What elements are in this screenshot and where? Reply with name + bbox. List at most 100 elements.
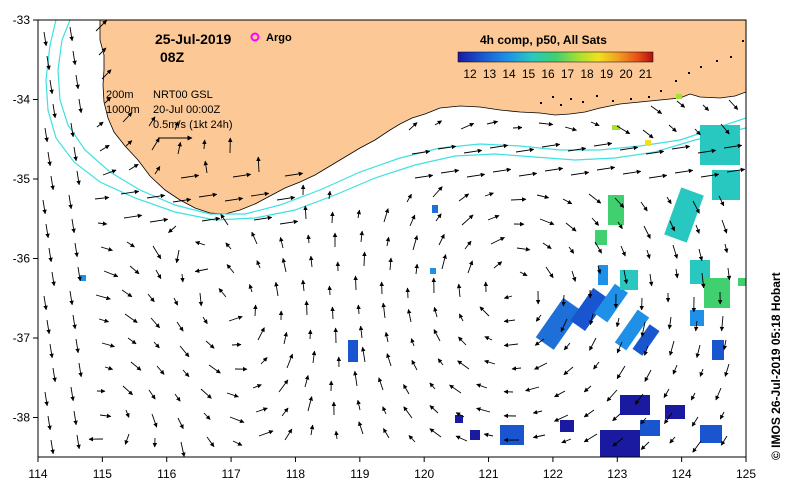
- current-arrow-icon: [695, 224, 700, 234]
- current-arrow-icon: [456, 283, 462, 298]
- current-arrow-icon: [484, 336, 493, 341]
- current-arrow-icon: [722, 339, 728, 351]
- current-arrow-icon: [694, 128, 701, 136]
- current-arrow-icon: [542, 242, 552, 249]
- current-arrow-icon: [149, 217, 169, 223]
- current-arrow-icon: [567, 146, 587, 152]
- current-arrow-icon: [408, 122, 418, 131]
- current-arrow-icon: [208, 364, 221, 374]
- current-arrow-icon: [571, 270, 577, 282]
- y-tick-label: -33: [13, 13, 31, 27]
- argo-marker-icon: [250, 32, 260, 42]
- y-tick-label: -35: [13, 172, 31, 186]
- current-arrow-icon: [195, 241, 206, 246]
- current-arrow-icon: [200, 388, 212, 399]
- current-arrow-icon: [676, 100, 686, 108]
- current-arrow-icon: [47, 415, 52, 431]
- current-arrow-icon: [650, 105, 662, 114]
- current-arrow-icon: [381, 302, 386, 319]
- y-tick-label: -38: [13, 411, 31, 425]
- current-arrow-icon: [403, 406, 413, 419]
- current-arrow-icon: [646, 249, 651, 260]
- current-arrow-icon: [437, 144, 457, 150]
- contour-1000m: [45, 20, 746, 221]
- current-arrow-icon: [228, 315, 243, 322]
- current-arrow-icon: [205, 340, 215, 349]
- current-arrow-icon: [723, 143, 743, 149]
- current-arrow-icon: [463, 148, 483, 154]
- current-arrow-icon: [202, 139, 207, 150]
- current-arrow-icon: [410, 338, 415, 347]
- current-arrow-icon: [719, 411, 725, 420]
- data-source: NRT00 GSL: [153, 89, 213, 101]
- current-arrow-icon: [301, 279, 306, 292]
- current-arrow-icon: [484, 359, 496, 365]
- current-arrow-icon: [606, 389, 618, 402]
- current-arrow-icon: [617, 221, 623, 230]
- current-arrow-icon: [78, 98, 83, 114]
- current-arrow-icon: [257, 327, 265, 341]
- current-arrow-icon: [358, 421, 364, 435]
- current-arrow-icon: [330, 211, 335, 224]
- colorbar-ticks: 12 13 14 15 16 17 18 19 20 21: [463, 67, 652, 81]
- current-arrow-icon: [122, 385, 133, 396]
- current-arrow-icon: [75, 74, 80, 90]
- current-arrow-icon: [156, 365, 165, 375]
- current-arrow-icon: [69, 26, 74, 42]
- current-arrow-icon: [403, 384, 410, 395]
- current-arrow-icon: [640, 201, 648, 212]
- current-arrow-icon: [515, 147, 535, 153]
- current-arrow-icon: [615, 317, 621, 328]
- current-arrow-icon: [512, 125, 523, 130]
- current-arrow-icon: [461, 214, 474, 226]
- current-arrow-icon: [518, 171, 538, 177]
- colorbar-title: 4h comp, p50, All Sats: [480, 33, 607, 47]
- current-arrow-icon: [414, 173, 434, 179]
- current-arrow-icon: [51, 271, 56, 287]
- colorbar-tick-label: 19: [600, 67, 614, 81]
- current-arrow-icon: [284, 428, 293, 441]
- current-arrow-icon: [124, 313, 138, 323]
- current-arrow-icon: [406, 193, 412, 203]
- map-date: 25-Jul-2019: [155, 31, 231, 47]
- current-arrow-icon: [52, 103, 57, 119]
- current-arrow-icon: [623, 269, 629, 285]
- current-arrow-icon: [334, 430, 339, 440]
- current-arrow-icon: [467, 260, 474, 274]
- current-arrow-icon: [534, 338, 545, 346]
- current-arrow-icon: [104, 366, 114, 371]
- current-arrow-icon: [377, 377, 384, 391]
- current-arrow-icon: [307, 396, 313, 412]
- current-arrow-icon: [503, 294, 513, 300]
- current-arrow-icon: [503, 342, 519, 348]
- x-tick-label: 121: [479, 467, 499, 481]
- current-arrow-icon: [455, 435, 468, 442]
- current-arrow-icon: [692, 200, 700, 214]
- sst-patches: [80, 94, 746, 457]
- current-arrow-icon: [231, 342, 242, 347]
- current-arrow-icon: [486, 120, 499, 125]
- current-arrow-icon: [194, 268, 209, 273]
- credit-text: © IMOS 26-Jul-2019 05:18 Hobart: [769, 272, 783, 460]
- source-date: 20-Jul 00:00Z: [153, 104, 221, 116]
- current-arrow-icon: [429, 405, 439, 414]
- current-arrow-icon: [382, 406, 387, 415]
- current-arrow-icon: [99, 413, 112, 419]
- current-arrow-icon: [42, 199, 47, 215]
- land-mass: [99, 20, 746, 215]
- current-arrow-icon: [554, 390, 566, 398]
- current-arrow-icon: [674, 268, 679, 279]
- current-arrow-icon: [248, 283, 253, 293]
- current-arrow-icon: [596, 165, 616, 171]
- current-arrow-icon: [361, 346, 366, 363]
- colorbar-tick-label: 14: [502, 67, 516, 81]
- current-arrow-icon: [129, 265, 140, 275]
- current-arrow-icon: [47, 151, 52, 167]
- current-arrow-icon: [702, 104, 710, 111]
- current-arrow-icon: [72, 314, 77, 330]
- current-arrow-icon: [327, 285, 332, 296]
- current-arrow-icon: [386, 353, 392, 367]
- current-arrow-icon: [693, 320, 699, 332]
- current-arrow-icon: [719, 315, 725, 332]
